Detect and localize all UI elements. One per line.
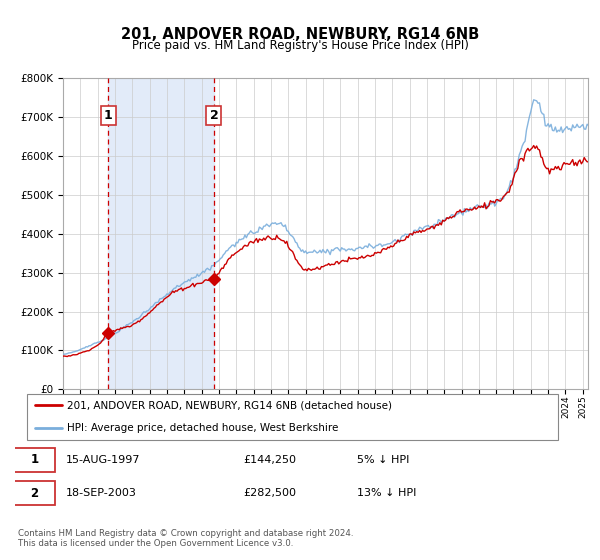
Text: 13% ↓ HPI: 13% ↓ HPI [357, 488, 416, 498]
FancyBboxPatch shape [14, 481, 55, 505]
Text: 2: 2 [31, 487, 38, 500]
FancyBboxPatch shape [27, 394, 558, 440]
Text: Contains HM Land Registry data © Crown copyright and database right 2024.
This d: Contains HM Land Registry data © Crown c… [18, 529, 353, 548]
Text: 1: 1 [104, 109, 113, 122]
FancyBboxPatch shape [14, 448, 55, 472]
Text: HPI: Average price, detached house, West Berkshire: HPI: Average price, detached house, West… [67, 423, 338, 433]
Bar [109, 78, 214, 389]
Text: 2: 2 [209, 109, 218, 122]
Text: Price paid vs. HM Land Registry's House Price Index (HPI): Price paid vs. HM Land Registry's House … [131, 39, 469, 53]
Text: 201, ANDOVER ROAD, NEWBURY, RG14 6NB (detached house): 201, ANDOVER ROAD, NEWBURY, RG14 6NB (de… [67, 400, 392, 410]
Text: £282,500: £282,500 [243, 488, 296, 498]
Text: 201, ANDOVER ROAD, NEWBURY, RG14 6NB: 201, ANDOVER ROAD, NEWBURY, RG14 6NB [121, 27, 479, 42]
Text: 18-SEP-2003: 18-SEP-2003 [66, 488, 137, 498]
Text: £144,250: £144,250 [243, 455, 296, 465]
Text: 1: 1 [31, 453, 38, 466]
Text: 15-AUG-1997: 15-AUG-1997 [66, 455, 141, 465]
Text: 5% ↓ HPI: 5% ↓ HPI [357, 455, 409, 465]
